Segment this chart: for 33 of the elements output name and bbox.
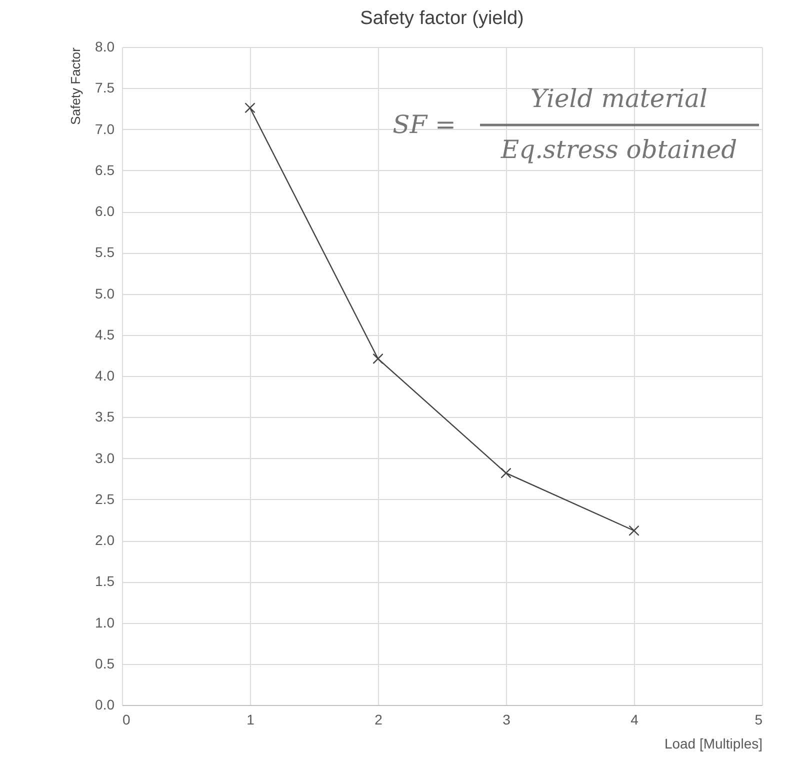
annotation: Eq.stress obtained [500, 135, 738, 164]
y-tick-label: 0.0 [95, 696, 115, 712]
y-tick-label: 3.5 [95, 408, 115, 425]
y-tick-label: 5.5 [95, 244, 115, 260]
y-tick-label: 6.5 [95, 162, 115, 178]
point [500, 468, 512, 478]
point [628, 525, 640, 536]
chart-title: Safety factor (yield) [360, 8, 524, 29]
y-tick-label: 2.5 [95, 490, 115, 507]
y-tick-label: 5.0 [95, 285, 115, 302]
point [372, 353, 384, 364]
y-tick-label: 6.0 [95, 203, 115, 219]
y-tick-label: 3.0 [95, 450, 115, 466]
y-tick-label: 8.0 [95, 38, 115, 54]
x-tick-label: 2 [374, 712, 383, 728]
point [244, 102, 256, 114]
x-tick-label: 4 [630, 712, 639, 728]
x-tick-label: 3 [502, 712, 511, 728]
x-tick-label: 1 [246, 712, 255, 728]
annotation: SF = [392, 110, 456, 139]
y-tick-label: 7.0 [95, 120, 115, 137]
y-tick-label: 2.0 [95, 532, 115, 548]
x-tick-label: 0 [122, 712, 130, 728]
y-axis-title: Safety Factor [68, 46, 84, 125]
y-tick-label: 4.5 [95, 326, 115, 342]
y-tick-label: 0.5 [95, 655, 115, 672]
x-axis-title: Load [Multiples] [664, 736, 762, 752]
x-tick-label: 5 [754, 712, 763, 728]
y-tick-label: 1.5 [95, 573, 115, 590]
annotation: Yield material [530, 84, 708, 113]
y-tick-label: 7.5 [95, 80, 115, 96]
y-tick-label: 4.0 [95, 368, 115, 384]
y-tick-label: 1.0 [95, 614, 115, 630]
